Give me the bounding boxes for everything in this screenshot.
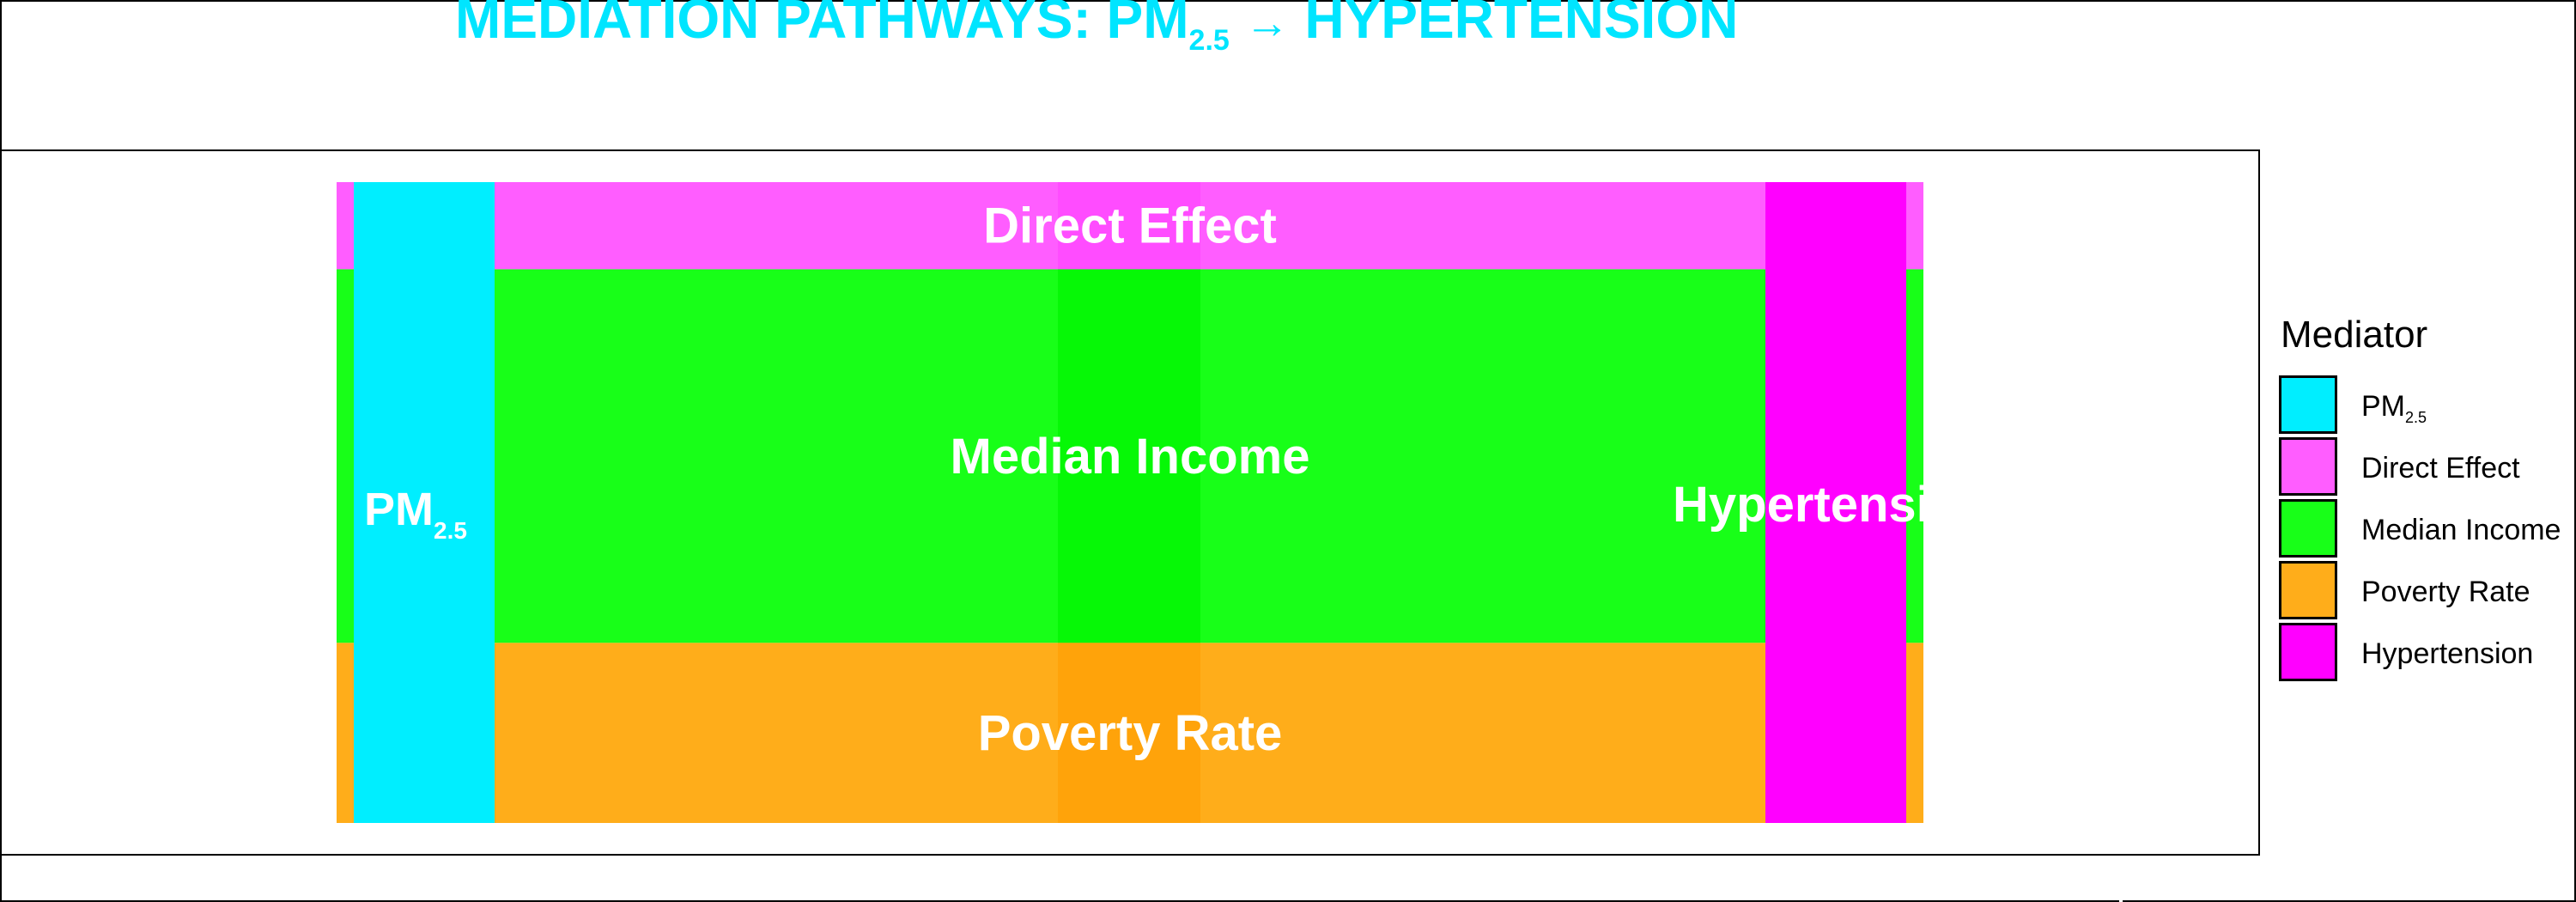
legend-label-median-income: Median Income — [2361, 513, 2561, 547]
legend-item-median-income: Median Income — [2279, 499, 2576, 561]
chart-title-arrow: → — [1244, 0, 1290, 48]
node-label-hypertension: Hypertension — [1673, 477, 1991, 533]
legend-label-text: Median Income — [2361, 514, 2561, 546]
node-bar-hypertension — [1765, 182, 1906, 823]
legend-label-text: Hypertension — [2361, 637, 2534, 670]
chart-title-subscript: 2.5 — [1188, 24, 1230, 57]
chart-title-suffix: HYPERTENSION — [1304, 0, 1739, 50]
legend-label-hypertension: Hypertension — [2361, 637, 2533, 671]
legend-label-poverty-rate: Poverty Rate — [2361, 575, 2530, 609]
legend-label-text: PM — [2361, 390, 2405, 423]
flow-overlap-poverty-rate — [1058, 643, 1200, 823]
legend-item-poverty-rate: Poverty Rate — [2279, 561, 2576, 623]
legend-key-poverty-rate — [2279, 561, 2337, 619]
legend-label-text: Poverty Rate — [2361, 576, 2530, 608]
flow-label-median-income: Median Income — [951, 429, 1310, 485]
flow-label-direct-effect: Direct Effect — [983, 198, 1277, 254]
legend-item-direct-effect: Direct Effect — [2279, 437, 2576, 499]
bottom-border — [0, 900, 2119, 902]
chart-title-prefix: MEDIATION PATHWAYS: PM — [455, 0, 1189, 50]
legend-label-text: Direct Effect — [2361, 452, 2520, 485]
legend: Mediator PM2.5 Direct Effect Median Income… — [2277, 314, 2576, 692]
flow-overlap-direct-effect — [1058, 182, 1200, 270]
legend-label-direct-effect: Direct Effect — [2361, 451, 2520, 485]
bottom-border-right — [2123, 900, 2576, 902]
legend-key-pm25 — [2279, 375, 2337, 434]
legend-label-subscript: 2.5 — [2405, 409, 2427, 426]
legend-item-pm25: PM2.5 — [2279, 375, 2576, 437]
node-bar-pm25 — [354, 182, 495, 823]
legend-title: Mediator — [2281, 314, 2428, 356]
legend-key-direct-effect — [2279, 437, 2337, 496]
chart-title: MEDIATION PATHWAYS: PM2.5 → HYPERTENSION — [455, 0, 1738, 68]
legend-key-median-income — [2279, 499, 2337, 558]
node-label-pm25: PM2.5 — [364, 484, 467, 544]
flow-label-poverty-rate: Poverty Rate — [978, 705, 1283, 761]
legend-key-hypertension — [2279, 623, 2337, 681]
legend-label-pm25: PM2.5 — [2361, 389, 2427, 435]
flow-overlap-median-income — [1058, 269, 1200, 643]
legend-item-hypertension: Hypertension — [2279, 623, 2576, 685]
